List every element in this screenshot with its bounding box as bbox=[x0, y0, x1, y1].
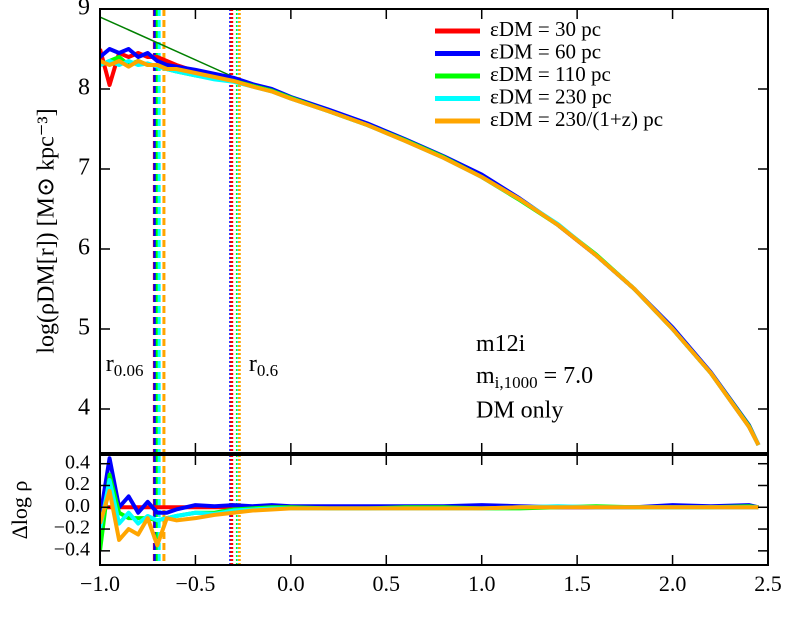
annotation-text: m bbox=[476, 363, 495, 389]
y-tick-label: 7 bbox=[78, 155, 90, 181]
x-tick-label: 0.5 bbox=[373, 571, 401, 596]
legend-label: εDM = 30 pc bbox=[490, 17, 601, 41]
y-tick-label: −0.4 bbox=[54, 538, 90, 560]
x-tick-label: 1.0 bbox=[468, 571, 496, 596]
y-tick-label: 5 bbox=[78, 315, 90, 341]
series-line bbox=[100, 488, 759, 548]
annotation-subscript: 0.06 bbox=[114, 361, 144, 380]
annotation-text: DM only bbox=[476, 397, 563, 423]
annotation-text: = 7.0 bbox=[538, 363, 594, 389]
y-tick-label: 8 bbox=[78, 75, 90, 101]
annotation-text: m12i bbox=[476, 331, 526, 357]
y-tick-label: −0.2 bbox=[54, 517, 90, 539]
legend-label: εDM = 230 pc bbox=[490, 84, 612, 108]
annotation: DM only bbox=[476, 397, 563, 423]
x-tick-label: −0.5 bbox=[175, 571, 215, 596]
y-tick-label: 0.2 bbox=[65, 473, 90, 495]
y-tick-label: 0.0 bbox=[65, 495, 90, 517]
annotation: m12i bbox=[476, 331, 526, 357]
y-tick-label: 6 bbox=[78, 235, 90, 261]
y-tick-label: 9 bbox=[78, 0, 90, 21]
annotation-subscript: i,1000 bbox=[495, 373, 538, 392]
annotation: r0.6 bbox=[249, 351, 278, 380]
y-tick-label: 0.4 bbox=[65, 451, 90, 473]
annotation-text: r bbox=[106, 351, 114, 377]
annotation-subscript: 0.6 bbox=[257, 361, 278, 380]
legend-label: εDM = 110 pc bbox=[490, 62, 611, 86]
y-axis-label: Δlog ρ bbox=[7, 481, 32, 540]
x-tick-label: 0.0 bbox=[277, 571, 305, 596]
y-axis-label: log(ρDM[r]) [M⊙ kpc⁻³] bbox=[34, 108, 60, 353]
x-tick-label: 2.0 bbox=[659, 571, 687, 596]
x-tick-label: 2.5 bbox=[754, 571, 782, 596]
guide-line bbox=[100, 16, 234, 78]
y-tick-label: 4 bbox=[78, 395, 90, 421]
annotation: r0.06 bbox=[106, 351, 144, 380]
axes-frame bbox=[99, 454, 769, 566]
annotation-text: r bbox=[249, 351, 257, 377]
annotation: mi,1000 = 7.0 bbox=[476, 363, 593, 392]
legend-label: εDM = 230/(1+z) pc bbox=[490, 107, 663, 131]
x-tick-label: 1.5 bbox=[563, 571, 591, 596]
legend-label: εDM = 60 pc bbox=[490, 39, 601, 63]
axes-frame bbox=[99, 8, 769, 454]
x-tick-label: −1.0 bbox=[80, 571, 120, 596]
plot-area bbox=[100, 455, 759, 565]
plot-area bbox=[100, 9, 761, 453]
series-line bbox=[100, 59, 761, 446]
